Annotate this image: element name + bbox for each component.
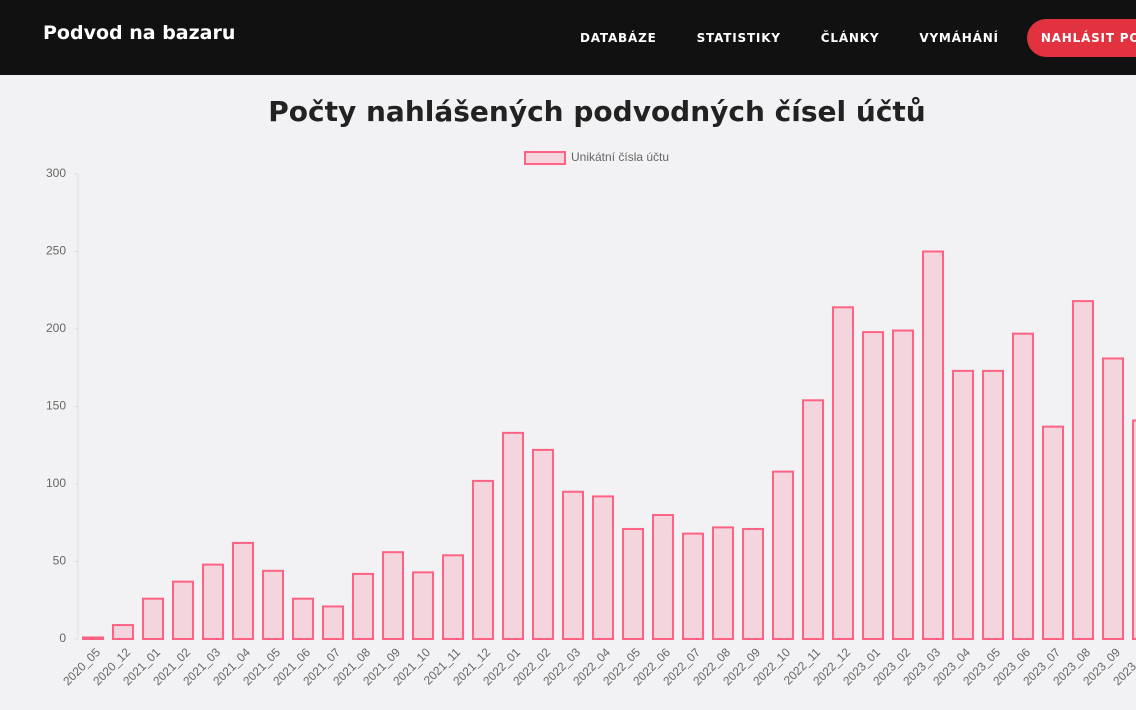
- bar: [172, 580, 194, 640]
- bar: [832, 306, 854, 641]
- nav-link[interactable]: STATISTIKY: [696, 30, 781, 45]
- bar: [82, 636, 104, 641]
- legend-label: Unikátní čísla účtu: [571, 150, 669, 164]
- bar: [982, 369, 1004, 640]
- bar: [682, 532, 704, 641]
- navbar: Podvod na bazaru DATABÁZE STATISTIKY ČLÁ…: [0, 0, 1136, 75]
- bar: [1102, 357, 1124, 640]
- bar: [442, 554, 464, 640]
- y-tick-label: 0: [59, 631, 66, 645]
- y-tick-label: 50: [53, 554, 67, 568]
- bar: [502, 431, 524, 640]
- nav-link[interactable]: DATABÁZE: [580, 30, 657, 45]
- y-tick-label: 300: [46, 166, 66, 180]
- bar: [472, 479, 494, 640]
- bar: [742, 527, 764, 641]
- bar: [532, 448, 554, 640]
- report-button[interactable]: NAHLÁSIT PODVOD: [1026, 18, 1136, 57]
- chart-title: Počty nahlášených podvodných čísel účtů: [268, 95, 925, 128]
- nav: DATABÁZE STATISTIKY ČLÁNKY VYMÁHÁNÍ NAHL…: [560, 0, 1136, 75]
- bar: [1132, 419, 1136, 641]
- bar: [142, 597, 164, 641]
- y-tick-label: 100: [46, 476, 66, 490]
- chart: Počty nahlášených podvodných čísel účtů …: [46, 95, 1136, 688]
- bar: [622, 527, 644, 641]
- bar: [712, 526, 734, 640]
- bar: [322, 605, 344, 641]
- nav-link[interactable]: ČLÁNKY: [820, 30, 880, 45]
- bar: [382, 551, 404, 641]
- bar: [1042, 425, 1064, 640]
- bar: [352, 572, 374, 640]
- bar: [292, 597, 314, 641]
- bar: [952, 369, 974, 640]
- bar: [1072, 300, 1094, 640]
- y-tick-label: 200: [46, 321, 66, 335]
- legend-swatch: [524, 151, 566, 165]
- brand[interactable]: Podvod na bazaru: [43, 22, 236, 44]
- bar: [592, 495, 614, 640]
- bar: [802, 399, 824, 640]
- bar: [232, 541, 254, 640]
- bar: [862, 331, 884, 640]
- bar: [922, 250, 944, 640]
- bar: [112, 624, 134, 640]
- bar: [562, 490, 584, 640]
- y-tick-label: 150: [46, 399, 66, 413]
- bar: [1012, 332, 1034, 640]
- bar: [892, 329, 914, 641]
- y-tick-label: 250: [46, 244, 66, 258]
- bar: [412, 571, 434, 641]
- bar: [202, 563, 224, 641]
- bar: [262, 569, 284, 640]
- nav-link[interactable]: VYMÁHÁNÍ: [919, 30, 999, 45]
- bar: [772, 470, 794, 640]
- bar: [652, 514, 674, 640]
